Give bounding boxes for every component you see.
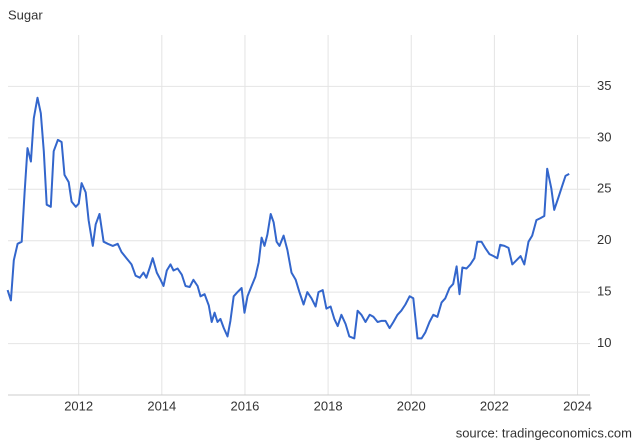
x-tick-label: 2012 xyxy=(64,398,93,413)
y-tick-label: 35 xyxy=(597,78,611,93)
source-note: source: tradingeconomics.com xyxy=(456,425,632,440)
y-tick-label: 20 xyxy=(597,232,611,247)
x-tick-label: 2020 xyxy=(397,398,426,413)
chart-title: Sugar xyxy=(8,7,43,22)
x-tick-label: 2018 xyxy=(314,398,343,413)
y-tick-label: 10 xyxy=(597,335,611,350)
y-tick-label: 25 xyxy=(597,181,611,196)
price-line xyxy=(6,96,570,340)
y-tick-label: 15 xyxy=(597,284,611,299)
x-tick-label: 2014 xyxy=(147,398,176,413)
x-tick-label: 2022 xyxy=(480,398,509,413)
x-tick-label: 2016 xyxy=(230,398,259,413)
x-tick-label: 2024 xyxy=(563,398,592,413)
y-tick-label: 30 xyxy=(597,129,611,144)
